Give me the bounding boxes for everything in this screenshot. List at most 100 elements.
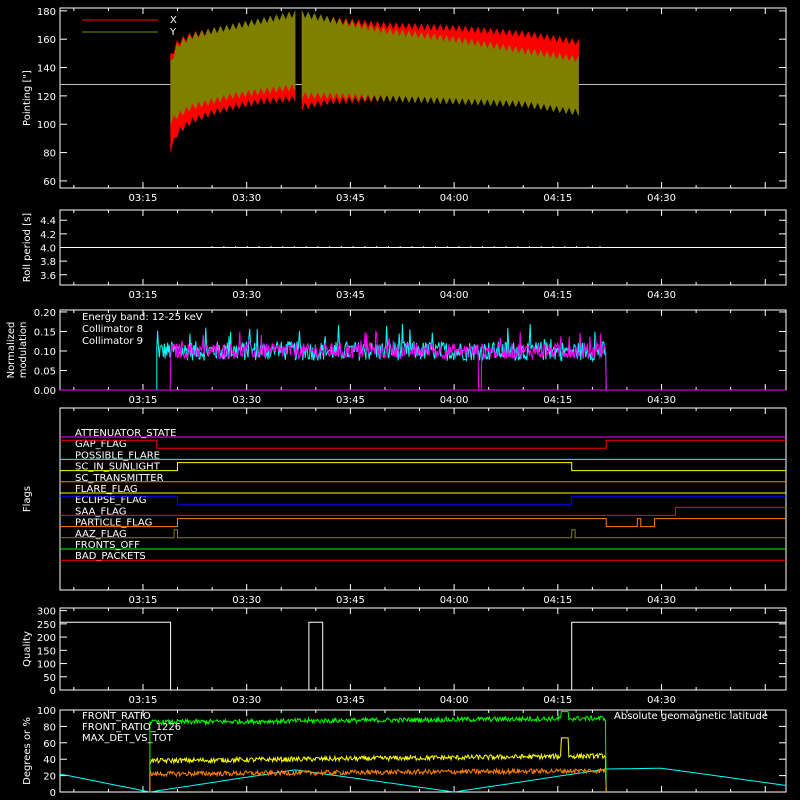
x-tick-label: 03:15 [129, 695, 158, 706]
x-tick-label: 03:15 [129, 290, 158, 301]
y-tick-label: 3.6 [40, 271, 56, 282]
flag-label: FLARE_FLAG [75, 484, 138, 495]
panel-frame [59, 7, 787, 189]
flag-line [60, 462, 786, 472]
panel-frame [59, 407, 787, 591]
x-tick-label: 03:30 [232, 290, 261, 301]
y-tick-label: 100 [37, 120, 56, 131]
panel-2: 03:15 03:30 03:45 04:00 04:15 04:30 3.6 3.8 4.0 4… [22, 209, 787, 301]
y-axis-label: Quality [22, 631, 33, 667]
x-tick-label: 03:30 [232, 695, 261, 706]
modulation-collimator-9 [156, 330, 607, 391]
flags-series: ATTENUATOR_STATEGAP_FLAGPOSSIBLE_FLARESC… [60, 428, 786, 562]
ratio-series: FRONT_RATIOFRONT_RATIO_1226MAX_DET_VS_TO… [59, 711, 787, 793]
y-tick-label: 0.20 [34, 308, 56, 319]
y-tick-label: 100 [37, 706, 56, 717]
x-tick-label: 03:15 [129, 395, 158, 406]
flag-line [60, 506, 786, 516]
ratio-max_det_vs_tot [149, 767, 607, 793]
panel-1: 03:15 03:30 03:45 04:00 04:15 04:30 60 80 100 120… [22, 7, 787, 204]
y-tick-label: 60 [43, 739, 56, 750]
y-tick-label: 120 [37, 92, 56, 103]
flag-line [60, 439, 786, 449]
panel-6: 0 20 40 60 80 100 Degrees or % [22, 706, 787, 799]
y-tick-label: 4.0 [40, 244, 56, 255]
x-tick-label: 04:30 [647, 395, 676, 406]
y-tick-label: 80 [43, 149, 56, 160]
y-tick-label: 20 [43, 772, 56, 783]
y-tick-label: 0.00 [34, 386, 56, 397]
flag-label: BAD_PACKETS [75, 551, 146, 562]
x-tick-label: 04:30 [647, 193, 676, 204]
panel-frame [59, 709, 787, 793]
y-tick-label: 150 [37, 646, 56, 657]
x-tick-label: 03:30 [232, 595, 261, 606]
y-tick-label: 60 [43, 177, 56, 188]
x-tick-label: 03:45 [336, 695, 365, 706]
x-tick-label: 04:00 [440, 695, 469, 706]
panel-frame [59, 607, 787, 691]
flag-label: ATTENUATOR_STATE [75, 428, 176, 439]
geomagnetic-latitude-line [59, 767, 787, 793]
ratio-front_ratio [149, 737, 607, 793]
y-tick-label: 0.05 [34, 366, 56, 377]
flag-label: POSSIBLE_FLARE [75, 450, 160, 461]
x-tick-label: 03:45 [336, 595, 365, 606]
y-tick-label: 40 [43, 755, 56, 766]
y-tick-label: 250 [37, 620, 56, 631]
x-tick-label: 04:15 [543, 290, 572, 301]
flag-label: FRONTS_OFF [75, 540, 140, 551]
x-tick-label: 04:00 [440, 395, 469, 406]
legend-label-y: Y [169, 27, 177, 38]
legend-label-x: X [170, 15, 177, 26]
pointing-band-y [301, 10, 579, 116]
x-tick-label: 04:30 [647, 290, 676, 301]
y-tick-label: 50 [43, 673, 56, 684]
y-tick-label: 0.15 [34, 327, 56, 338]
flag-label: PARTICLE_FLAG [75, 518, 152, 529]
y-axis-label: Flags [22, 486, 33, 512]
x-tick-label: 04:15 [543, 595, 572, 606]
flag-label: SAA_FLAG [75, 506, 126, 517]
x-tick-label: 04:30 [647, 695, 676, 706]
y-tick-label: 0 [50, 686, 56, 697]
x-tick-label: 04:15 [543, 695, 572, 706]
flag-line [60, 495, 786, 505]
y-tick-label: 100 [37, 660, 56, 671]
y-tick-label: 160 [37, 35, 56, 46]
y-tick-label: 180 [37, 7, 56, 18]
x-tick-label: 04:15 [543, 395, 572, 406]
x-tick-label: 03:45 [336, 395, 365, 406]
y-tick-label: 4.4 [40, 216, 56, 227]
panel-3: 03:15 03:30 03:45 04:00 04:15 04:30 0.00 0.05 0.… [6, 308, 787, 406]
y-axis-label: modulation [18, 322, 29, 379]
pointing-series: XY [60, 10, 786, 153]
y-tick-label: 140 [37, 64, 56, 75]
legend-geomagnetic-latitude: Absolute geomagnetic latitude [614, 711, 768, 722]
energy-band-label: Energy band: 12-25 keV [82, 312, 203, 323]
flag-line [60, 518, 786, 528]
x-tick-label: 04:00 [440, 290, 469, 301]
flag-line [60, 529, 786, 539]
x-tick-label: 03:30 [232, 395, 261, 406]
x-tick-label: 04:00 [440, 193, 469, 204]
y-tick-label: 300 [37, 607, 56, 618]
y-tick-label: 3.8 [40, 257, 56, 268]
collimator-9-label: Collimator 9 [82, 336, 143, 347]
quality-series [60, 621, 786, 691]
flag-label: SC_IN_SUNLIGHT [75, 462, 161, 473]
y-axis-label: Degrees or % [22, 717, 33, 785]
y-tick-label: 0 [50, 788, 56, 799]
x-tick-label: 03:45 [336, 290, 365, 301]
x-tick-label: 04:15 [543, 193, 572, 204]
y-axis-label: Pointing ["] [22, 70, 33, 126]
roll-series [60, 246, 786, 248]
ratio-front_ratio_1226 [149, 711, 607, 793]
flag-label: AAZ_FLAG [75, 529, 127, 540]
y-tick-label: 0.10 [34, 347, 56, 358]
y-axis-label: Normalized [6, 322, 17, 379]
flag-label: ECLIPSE_FLAG [75, 495, 146, 506]
